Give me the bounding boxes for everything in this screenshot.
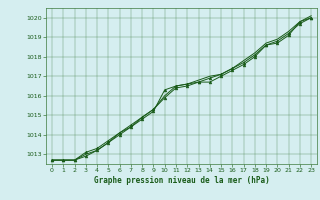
- X-axis label: Graphe pression niveau de la mer (hPa): Graphe pression niveau de la mer (hPa): [94, 176, 269, 185]
